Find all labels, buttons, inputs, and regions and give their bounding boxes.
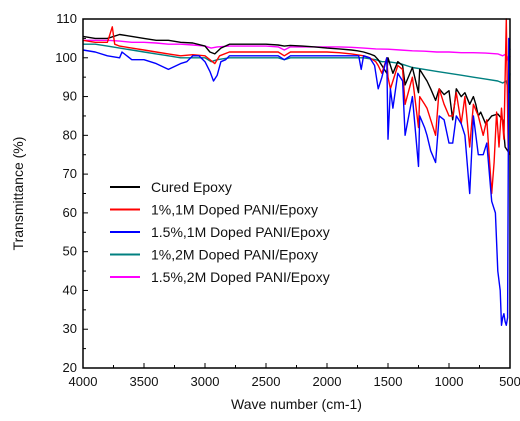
- series-layer: [82, 18, 511, 326]
- x-tick-label: 2500: [252, 374, 281, 389]
- x-tick-label: 500: [499, 374, 520, 389]
- y-tick-label: 50: [63, 244, 77, 259]
- series-line-2: [82, 37, 511, 326]
- series-line-3: [83, 43, 511, 94]
- legend: Cured Epoxy 1%,1M Doped PANI/Epoxy 1.5%,1M…: [110, 179, 330, 285]
- x-tick-label: 3000: [191, 374, 220, 389]
- y-tick-label: 100: [55, 50, 77, 65]
- x-tick-label: 2000: [313, 374, 342, 389]
- y-tick-label: 80: [63, 127, 77, 142]
- x-tick-label: 1500: [374, 374, 403, 389]
- x-tick-label: 1000: [435, 374, 464, 389]
- x-tick-label: 3500: [130, 374, 159, 389]
- y-tick-label: 30: [63, 321, 77, 336]
- y-tick-label: 20: [63, 360, 77, 375]
- series-line-4: [83, 39, 511, 63]
- y-tick-label: 90: [63, 89, 77, 104]
- plot-frame: [82, 18, 511, 369]
- y-tick-label: 60: [63, 205, 77, 220]
- x-tick-label: 4000: [69, 374, 98, 389]
- x-axis-title: Wave number (cm-1): [231, 396, 362, 412]
- legend-label: 1.5%,2M Doped PANI/Epoxy: [151, 269, 330, 285]
- y-tick-label: 110: [56, 11, 77, 26]
- y-axis-title: Transmittance (%): [10, 137, 26, 251]
- legend-label: Cured Epoxy: [151, 179, 232, 195]
- legend-label: 1%,1M Doped PANI/Epoxy: [151, 202, 318, 218]
- legend-label: 1.5%,1M Doped PANI/Epoxy: [151, 224, 330, 240]
- legend-label: 1%,2M Doped PANI/Epoxy: [151, 247, 318, 263]
- axis-layer: 4000 3500 3000 2500 2000 1500 1000 500 20 30 40 50 6…: [55, 11, 520, 389]
- y-tick-label: 70: [63, 166, 77, 181]
- y-tick-label: 40: [63, 282, 77, 297]
